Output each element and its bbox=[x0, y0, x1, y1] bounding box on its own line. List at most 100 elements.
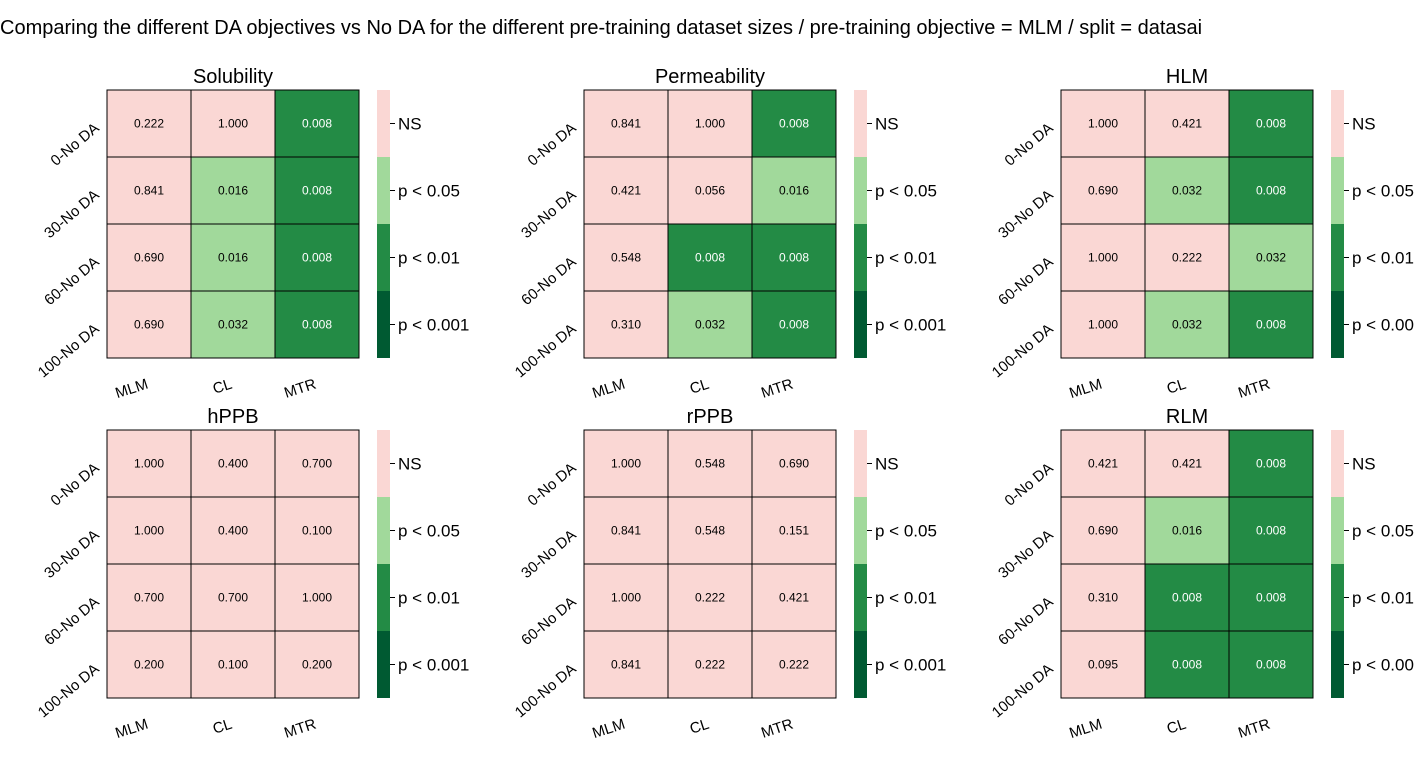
cell-value-label: 1.000 bbox=[218, 117, 248, 131]
colorbar-legend: NS p < 0.05 p < 0.01 p < 0.001 bbox=[854, 90, 946, 358]
cell-value-label: 0.841 bbox=[134, 184, 164, 198]
colorbar-label: p < 0.05 bbox=[398, 522, 460, 541]
colorbar-segment-p01 bbox=[377, 224, 390, 291]
col-tick-label: MTR bbox=[282, 716, 318, 742]
heatmap-cell bbox=[1228, 89, 1314, 158]
colorbar-legend: NS p < 0.05 p < 0.01 p < 0.001 bbox=[377, 430, 469, 698]
row-tick-label: 60-No DA bbox=[518, 594, 579, 649]
col-tick-label: MTR bbox=[1236, 716, 1272, 742]
heatmap-cell bbox=[106, 290, 192, 359]
cell-value-label: 0.222 bbox=[695, 591, 725, 605]
col-tick-label: CL bbox=[688, 376, 712, 398]
cell-value-label: 1.000 bbox=[1088, 251, 1118, 265]
cell-value-label: 1.000 bbox=[134, 524, 164, 538]
colorbar-segment-p05 bbox=[1331, 497, 1344, 564]
cell-value-label: 0.016 bbox=[218, 184, 248, 198]
heatmap-cell bbox=[274, 429, 360, 498]
heatmap-cell bbox=[274, 89, 360, 158]
colorbar-label: NS bbox=[398, 455, 422, 474]
heatmap-cell bbox=[1060, 563, 1146, 632]
colorbar-segment-p001 bbox=[377, 291, 390, 358]
colorbar-segment-p01 bbox=[377, 564, 390, 631]
cell-value-label: 0.032 bbox=[1172, 318, 1202, 332]
colorbar-segment-ns bbox=[1331, 90, 1344, 157]
cell-value-label: 1.000 bbox=[611, 457, 641, 471]
colorbar-legend: NS p < 0.05 p < 0.01 p < 0.00 bbox=[1331, 90, 1414, 358]
colorbar-label: p < 0.001 bbox=[398, 656, 469, 675]
cell-value-label: 0.841 bbox=[611, 658, 641, 672]
row-tick-label: 0-No DA bbox=[1002, 460, 1057, 510]
colorbar-label: p < 0.01 bbox=[875, 589, 937, 608]
cell-value-label: 0.032 bbox=[695, 318, 725, 332]
cell-value-label: 0.008 bbox=[1256, 457, 1286, 471]
col-tick-label: MLM bbox=[113, 716, 150, 742]
cell-value-label: 0.421 bbox=[1088, 457, 1118, 471]
colorbar-label: p < 0.01 bbox=[398, 249, 460, 268]
row-tick-label: 30-No DA bbox=[995, 527, 1056, 582]
heatmap-cell bbox=[1228, 223, 1314, 292]
row-tick-label: 100-No DA bbox=[989, 661, 1057, 722]
cell-value-label: 1.000 bbox=[1088, 318, 1118, 332]
cell-value-label: 0.400 bbox=[218, 524, 248, 538]
cell-value-label: 0.841 bbox=[611, 524, 641, 538]
colorbar-segment-ns bbox=[377, 90, 390, 157]
cell-value-label: 0.700 bbox=[302, 457, 332, 471]
colorbar-segment-p01 bbox=[1331, 224, 1344, 291]
cell-value-label: 0.690 bbox=[1088, 184, 1118, 198]
heatmap-cell bbox=[106, 89, 192, 158]
heatmap-cell bbox=[583, 563, 669, 632]
col-tick-label: MTR bbox=[759, 716, 795, 742]
row-tick-label: 0-No DA bbox=[525, 120, 580, 170]
colorbar-segment-p001 bbox=[1331, 291, 1344, 358]
cell-value-label: 0.700 bbox=[218, 591, 248, 605]
row-tick-label: 0-No DA bbox=[48, 120, 103, 170]
colorbar-label: p < 0.01 bbox=[1352, 589, 1414, 608]
col-tick-label: MLM bbox=[590, 376, 627, 402]
cell-value-label: 1.000 bbox=[134, 457, 164, 471]
col-tick-label: CL bbox=[1165, 376, 1189, 398]
colorbar-label: p < 0.05 bbox=[875, 522, 937, 541]
heatmap-cell bbox=[274, 496, 360, 565]
row-tick-label: 60-No DA bbox=[41, 594, 102, 649]
cell-value-label: 0.008 bbox=[779, 251, 809, 265]
colorbar-segment-p001 bbox=[377, 631, 390, 698]
colorbar-label: p < 0.05 bbox=[1352, 182, 1414, 201]
cell-value-label: 0.008 bbox=[1256, 591, 1286, 605]
cell-value-label: 0.100 bbox=[302, 524, 332, 538]
heatmap-cell bbox=[106, 630, 192, 699]
heatmap-cell bbox=[1144, 89, 1230, 158]
heatmap-cell bbox=[1144, 563, 1230, 632]
heatmap-cell bbox=[751, 290, 837, 359]
col-tick-label: MLM bbox=[113, 376, 150, 402]
colorbar-legend: NS p < 0.05 p < 0.01 p < 0.00 bbox=[1331, 430, 1414, 698]
colorbar-label: NS bbox=[1352, 115, 1376, 134]
heatmap-cell bbox=[274, 290, 360, 359]
heatmap-rlm: RLM 0.421 0.421 0.008 0.690 0.016 0.008 0.310 0.… bbox=[989, 406, 1414, 742]
heatmap-cell bbox=[583, 630, 669, 699]
colorbar-label: p < 0.00 bbox=[1352, 656, 1414, 675]
heatmap-cell bbox=[190, 223, 276, 292]
heatmap-cell bbox=[190, 563, 276, 632]
colorbar-label: p < 0.001 bbox=[875, 656, 946, 675]
colorbar-label: p < 0.01 bbox=[398, 589, 460, 608]
cell-value-label: 0.008 bbox=[302, 251, 332, 265]
row-tick-label: 30-No DA bbox=[41, 527, 102, 582]
colorbar-label: p < 0.05 bbox=[398, 182, 460, 201]
cell-value-label: 1.000 bbox=[1088, 117, 1118, 131]
heatmap-cell bbox=[1060, 290, 1146, 359]
col-tick-label: MTR bbox=[1236, 376, 1272, 402]
col-tick-label: CL bbox=[1165, 716, 1189, 738]
cell-value-label: 0.100 bbox=[218, 658, 248, 672]
cell-value-label: 0.008 bbox=[1256, 658, 1286, 672]
cell-value-label: 0.008 bbox=[1172, 658, 1202, 672]
col-tick-label: CL bbox=[211, 716, 235, 738]
col-tick-label: CL bbox=[211, 376, 235, 398]
heatmap-cell bbox=[106, 156, 192, 225]
heatmap-cell bbox=[1144, 630, 1230, 699]
row-tick-label: 60-No DA bbox=[995, 254, 1056, 309]
heatmap-cell bbox=[583, 429, 669, 498]
heatmap-cell bbox=[667, 496, 753, 565]
heatmap-cell bbox=[1144, 223, 1230, 292]
heatmap-cell bbox=[667, 563, 753, 632]
